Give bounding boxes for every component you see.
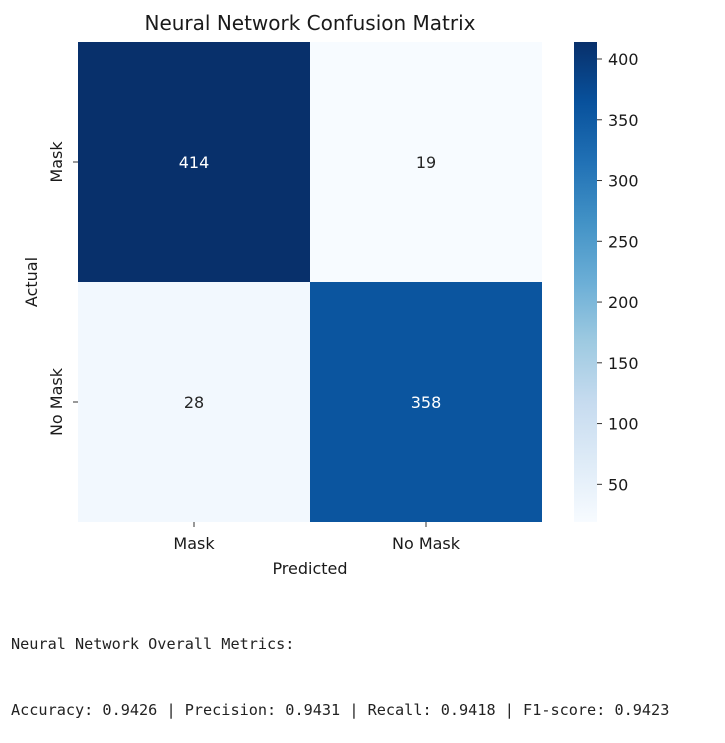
x-axis: Mask No Mask [173,522,461,553]
colorbar [574,42,597,522]
heatmap-cell [78,282,310,522]
colorbar-tick-label: 400 [608,50,639,69]
metrics-line: Accuracy: 0.9426 | Precision: 0.9431 | R… [11,701,670,719]
cell-value-label: 414 [179,153,210,172]
cell-value-label: 358 [411,393,442,412]
heatmap-cells [78,42,542,522]
colorbar-tick-label: 200 [608,293,639,312]
metrics-output: Neural Network Overall Metrics: Accuracy… [11,589,669,743]
heatmap-cell [310,282,542,522]
colorbar-tick-label: 100 [608,415,639,434]
x-tick-label: No Mask [392,534,461,553]
y-axis: Mask No Mask [47,141,78,436]
colorbar-tick-label: 350 [608,111,639,130]
cell-value-label: 28 [184,393,204,412]
cell-value-label: 19 [416,153,436,172]
colorbar-tick-label: 300 [608,172,639,191]
x-tick-label: Mask [173,534,215,553]
colorbar-tick-label: 250 [608,232,639,251]
heatmap-cell [310,42,542,282]
y-axis-label: Actual [22,257,41,307]
x-axis-label: Predicted [272,559,347,578]
y-tick-label: Mask [47,141,66,183]
colorbar-tick-label: 150 [608,354,639,373]
colorbar-ticks: 50 100 150 200 250 300 350 400 [597,50,639,494]
y-tick-label: No Mask [47,367,66,436]
metrics-heading: Neural Network Overall Metrics: [11,635,295,653]
heatmap-cell-labels: 414 19 28 358 [179,153,442,412]
chart-title: Neural Network Confusion Matrix [144,11,475,35]
confusion-matrix-chart: Neural Network Confusion Matrix 414 19 28 3… [22,11,639,578]
heatmap-cell [78,42,310,282]
colorbar-tick-label: 50 [608,475,628,494]
